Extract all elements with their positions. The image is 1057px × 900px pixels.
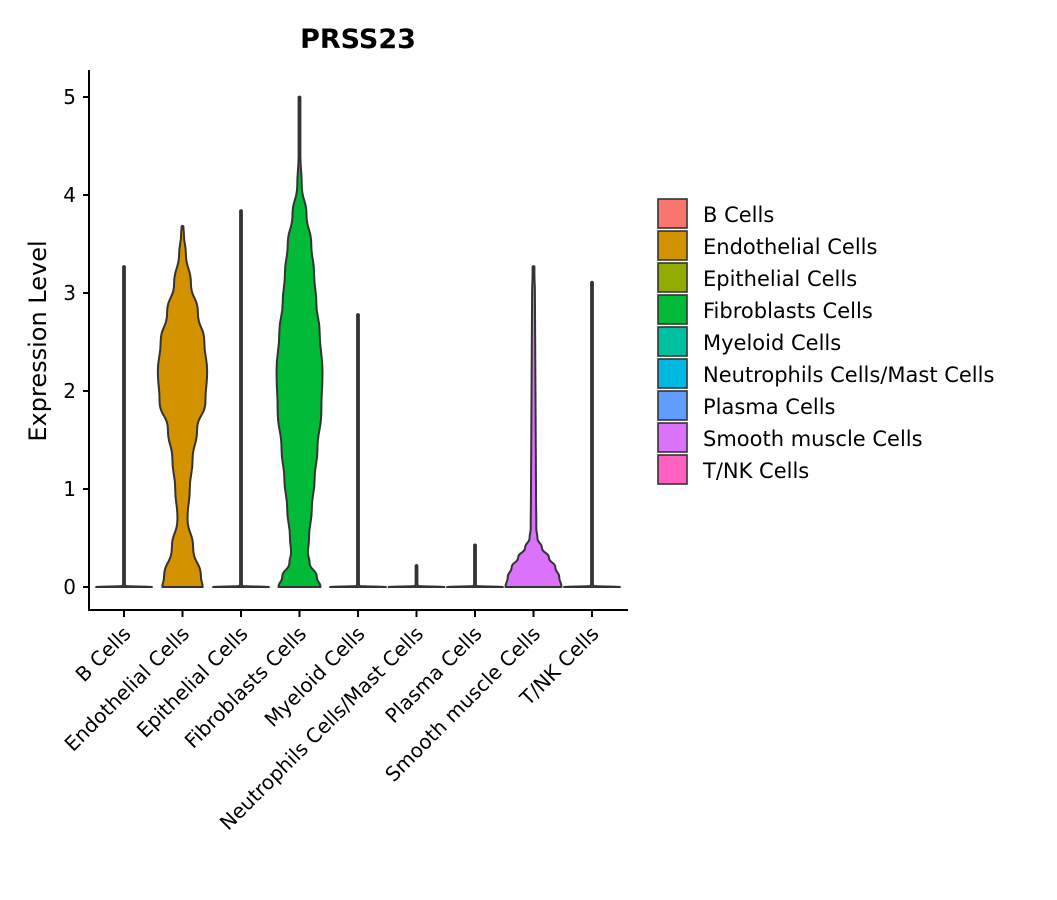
violin-8 — [504, 265, 563, 588]
y-tick-label: 2 — [63, 379, 76, 403]
y-tick-label: 1 — [63, 477, 76, 501]
legend-label: Epithelial Cells — [703, 267, 857, 291]
legend-key — [657, 326, 688, 357]
legend-key — [657, 198, 688, 229]
violin-5 — [329, 313, 387, 588]
legend-key — [657, 422, 688, 453]
legend-label: Neutrophils Cells/Mast Cells — [703, 363, 994, 387]
y-tick-label: 5 — [63, 85, 76, 109]
legend-key — [657, 358, 688, 389]
violin-1 — [95, 265, 153, 588]
chart-title: PRSS23 — [300, 24, 416, 55]
legend-label: Myeloid Cells — [703, 331, 841, 355]
legend-label: Smooth muscle Cells — [703, 427, 923, 451]
legend-key — [657, 294, 688, 325]
legend-label: B Cells — [703, 203, 774, 227]
violin-7 — [446, 543, 504, 588]
y-tick-label: 0 — [63, 575, 76, 599]
violin-6 — [387, 563, 446, 588]
legend-key — [657, 262, 688, 293]
violin-9 — [563, 280, 621, 588]
legend: B Cells Endothelial Cells Epithelial Cells… — [657, 198, 994, 485]
violin-2 — [156, 224, 209, 588]
legend-label: Plasma Cells — [703, 395, 836, 419]
x-tick-label: Myeloid Cells — [260, 622, 370, 732]
legend-key — [657, 230, 688, 261]
y-tick-label: 3 — [63, 281, 76, 305]
violin-3 — [212, 209, 270, 588]
y-axis-label: Expression Level — [24, 240, 52, 441]
legend-label: T/NK Cells — [702, 459, 809, 483]
legend-key — [657, 454, 688, 485]
violin-4 — [275, 95, 324, 588]
legend-key — [657, 390, 688, 421]
legend-label: Fibroblasts Cells — [703, 299, 873, 323]
y-tick-label: 4 — [63, 183, 76, 207]
legend-label: Endothelial Cells — [703, 235, 877, 259]
